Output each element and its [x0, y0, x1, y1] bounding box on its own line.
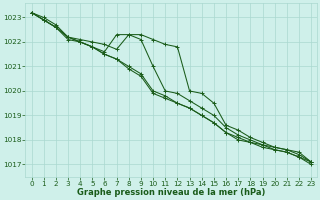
X-axis label: Graphe pression niveau de la mer (hPa): Graphe pression niveau de la mer (hPa)	[77, 188, 266, 197]
